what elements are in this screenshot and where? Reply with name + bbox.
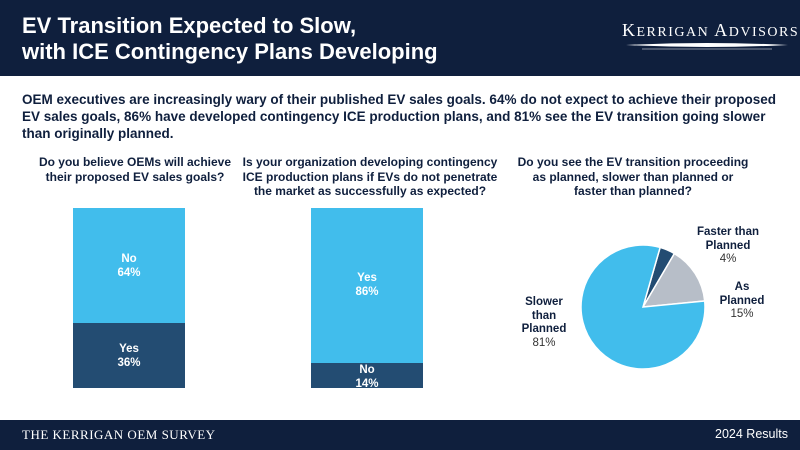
pie-label-as-planned-line-1: As — [734, 281, 750, 293]
pie-label-faster-line-2: Planned — [705, 239, 751, 252]
bar-segment-yes: Yes 36% — [73, 323, 185, 388]
question-1-line-2: their proposed EV sales goals? — [45, 169, 225, 184]
page-title: EV Transition Expected to Slow, with ICE… — [22, 13, 582, 65]
pie-value-as-planned: 15% — [730, 308, 754, 320]
pie-label-slower: Slower than Planned 81% — [508, 296, 580, 350]
segment-value-yes: 86% — [355, 286, 379, 299]
pie-chart-ev-pace — [580, 244, 706, 370]
title-line-2: with ICE Contingency Plans Developing — [22, 39, 438, 64]
segment-value-yes: 36% — [117, 356, 141, 369]
pie-label-as-planned-line-2: Planned — [719, 294, 765, 307]
pie-label-as-planned: As Planned 15% — [712, 281, 772, 322]
question-1-title: Do you believe OEMs will achieve their p… — [20, 155, 250, 184]
segment-value-no: 64% — [117, 266, 141, 279]
question-1-line-1: Do you believe OEMs will achieve — [38, 155, 232, 169]
segment-label-no: No — [359, 363, 375, 376]
segment-label-no: No — [121, 252, 137, 265]
pie-label-slower-line-2: than — [531, 309, 557, 322]
footer-banner: THE KERRIGAN OEM SURVEY 2024 Results — [0, 420, 800, 450]
kerrigan-advisors-logo: KERRIGAN ADVISORS — [622, 20, 800, 56]
header-banner: EV Transition Expected to Slow, with ICE… — [0, 0, 800, 76]
pie-label-faster: Faster than Planned 4% — [688, 226, 768, 267]
question-3-line-2: as planned, slower than planned or — [532, 169, 734, 184]
logo-wordmark: KERRIGAN ADVISORS — [622, 20, 800, 40]
bar-segment-yes: Yes 86% — [311, 208, 423, 363]
stacked-bar-oem-goals: No 64% Yes 36% — [73, 208, 185, 388]
question-2-line-3: the market as successfully as expected? — [253, 184, 487, 198]
results-year: 2024 Results — [715, 427, 788, 441]
pie-label-faster-line-1: Faster than — [697, 226, 759, 238]
logo-swoosh-icon — [626, 43, 788, 50]
pie-label-slower-line-1: Slower — [525, 296, 563, 308]
pie-slice-as-planned — [641, 252, 706, 308]
question-3-line-1: Do you see the EV transition proceeding — [517, 155, 749, 169]
pie-label-slower-line-3: Planned — [521, 323, 567, 335]
intro-paragraph: OEM executives are increasingly wary of … — [22, 92, 776, 141]
bar-segment-no: No 14% — [311, 362, 423, 390]
question-3-line-3: faster than planned? — [573, 184, 692, 198]
question-2-line-1: Is your organization developing continge… — [242, 155, 498, 169]
title-line-1: EV Transition Expected to Slow, — [22, 13, 357, 38]
bar-segment-no: No 64% — [73, 208, 185, 324]
question-2-title: Is your organization developing continge… — [240, 155, 500, 199]
segment-label-yes: Yes — [119, 342, 139, 355]
question-3-title: Do you see the EV transition proceeding … — [498, 155, 768, 199]
pie-value-faster: 4% — [719, 253, 737, 265]
segment-value-no: 14% — [355, 377, 379, 390]
stacked-bar-ice-plans: Yes 86% No 14% — [311, 208, 423, 390]
question-2-line-2: ICE production plans if EVs do not penet… — [242, 169, 498, 184]
segment-label-yes: Yes — [357, 272, 377, 285]
survey-name: THE KERRIGAN OEM SURVEY — [22, 427, 216, 442]
pie-value-slower: 81% — [532, 336, 556, 349]
pie-slice-slower-than-planned — [580, 244, 706, 370]
